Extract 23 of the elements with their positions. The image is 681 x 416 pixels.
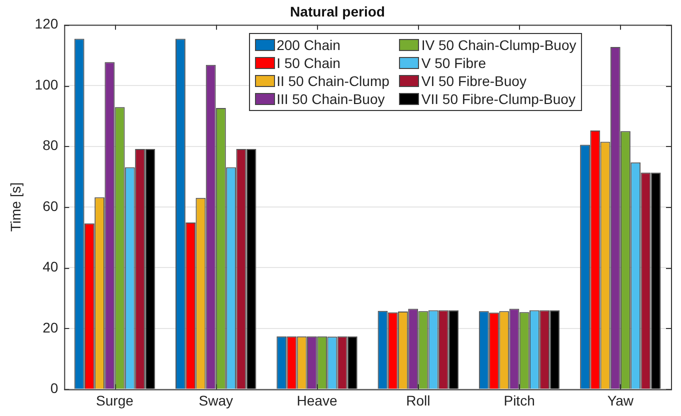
legend-label: VI 50 Fibre-Buoy	[421, 72, 526, 90]
x-tick-label: Surge	[96, 392, 134, 408]
legend-label: II 50 Chain-Clump	[276, 72, 390, 90]
y-axis-title: Time [s]	[7, 182, 24, 232]
y-tick-label: 60	[42, 198, 58, 214]
x-tick-label: Sway	[198, 392, 233, 408]
legend-label: 200 Chain	[276, 36, 340, 54]
chart-title: Natural period	[290, 3, 385, 20]
x-tick-label: Roll	[406, 392, 430, 408]
legend-label: I 50 Chain	[276, 54, 340, 72]
legend-label: III 50 Chain-Buoy	[276, 90, 385, 108]
x-tick-label: Yaw	[607, 392, 634, 408]
legend-label: IV 50 Chain-Clump-Buoy	[421, 36, 576, 54]
y-tick-label: 40	[42, 258, 58, 275]
y-tick-label: 80	[42, 137, 58, 154]
y-tick-label: 120	[34, 16, 58, 32]
y-tick-label: 0	[50, 380, 58, 396]
legend-label: VII 50 Fibre-Clump-Buoy	[421, 90, 576, 108]
y-tick-label: 20	[42, 319, 58, 336]
legend-label: V 50 Fibre	[421, 54, 486, 72]
x-tick-label: Heave	[296, 392, 338, 408]
y-tick-label: 100	[34, 76, 58, 92]
x-tick-label: Pitch	[504, 392, 535, 408]
